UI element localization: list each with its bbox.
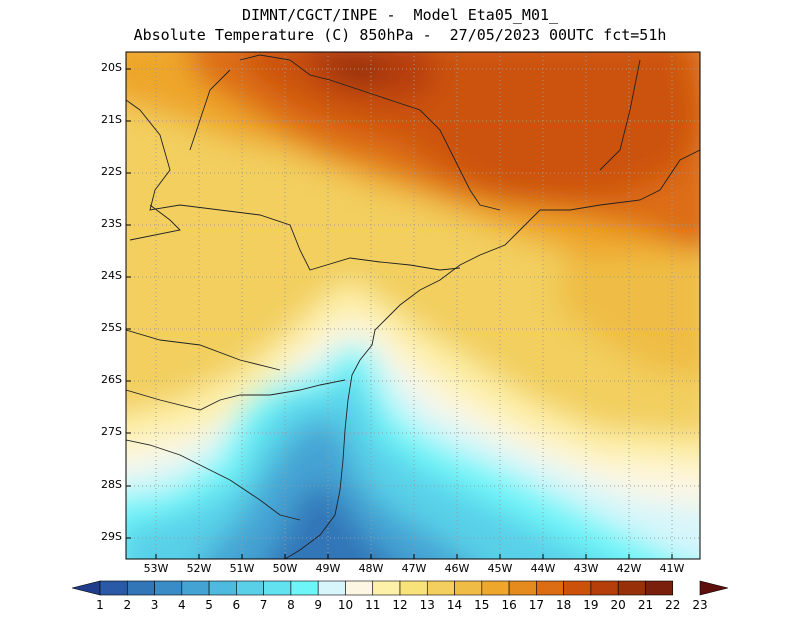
- colorbar-label: 15: [474, 598, 490, 612]
- state-border-rs: [126, 439, 301, 521]
- colorbar-swatch: [699, 580, 729, 596]
- lat-label: 20S: [101, 61, 122, 74]
- lat-label: 21S: [101, 113, 122, 126]
- chart-title-line-1: DIMNT/CGCT/INPE - Model Eta05_M01_: [241, 6, 559, 24]
- colorbar-swatch: [236, 580, 264, 596]
- grid-lines: [126, 52, 700, 559]
- state-border-pr: [126, 99, 461, 271]
- lat-label: 25S: [101, 321, 122, 334]
- lon-label: 42W: [616, 562, 642, 575]
- colorbar-swatch: [154, 580, 183, 596]
- border-ms-sp: [189, 69, 231, 151]
- colorbar-swatch: [317, 580, 346, 596]
- colorbar-label: 18: [555, 598, 572, 612]
- colorbar-label: 9: [314, 598, 322, 612]
- colorbar-label: 7: [259, 598, 268, 612]
- colorbar-label: 3: [150, 598, 159, 612]
- lat-label: 29S: [101, 530, 122, 543]
- colorbar-swatch: [290, 580, 319, 596]
- coastline: [284, 149, 700, 559]
- colorbar-label: 8: [287, 598, 295, 612]
- colorbar-label: 17: [528, 598, 544, 612]
- colorbar-swatch: [208, 580, 237, 596]
- map-frame: [125, 51, 701, 560]
- chart-title-line-2: Absolute Temperature (C) 850hPa - 27/05/…: [133, 26, 667, 44]
- colorbar-label: 23: [692, 598, 708, 612]
- colorbar-swatch: [426, 580, 455, 596]
- lon-label: 45W: [487, 562, 513, 575]
- lat-label: 27S: [101, 425, 122, 438]
- colorbar-label: 10: [337, 598, 354, 612]
- lat-label: 24S: [101, 269, 122, 282]
- colorbar-swatch: [454, 580, 483, 596]
- axis-ticks: [126, 68, 673, 559]
- colorbar-label: 19: [583, 598, 599, 612]
- colorbar-label: 4: [177, 598, 186, 612]
- lon-label: 46W: [444, 562, 470, 575]
- colorbar-swatch: [481, 580, 510, 596]
- lon-label: 50W: [272, 562, 298, 575]
- colorbar-label: 6: [232, 598, 241, 612]
- lat-label: 28S: [101, 478, 122, 491]
- colorbar-swatch: [263, 580, 292, 596]
- colorbar-label: 16: [501, 598, 517, 612]
- state-border-es: [599, 59, 641, 171]
- colorbar-label: 11: [365, 598, 381, 612]
- field-21: [320, 55, 385, 90]
- lon-label: 52W: [186, 562, 212, 575]
- colorbar-swatch: [372, 580, 401, 596]
- lon-label: 47W: [401, 562, 427, 575]
- lon-label: 53W: [143, 562, 169, 575]
- colorbar-label: 13: [419, 598, 435, 612]
- field-5: [201, 420, 466, 559]
- border-ms: [129, 204, 181, 241]
- lon-label: 41W: [659, 562, 685, 575]
- colorbar-label: 21: [637, 598, 654, 612]
- lon-label: 49W: [315, 562, 341, 575]
- colorbar-label: 5: [205, 598, 213, 612]
- colorbar-swatch: [645, 580, 674, 596]
- colorbar-swatch: [536, 580, 564, 596]
- lon-label: 51W: [229, 562, 255, 575]
- colorbar-swatch: [563, 580, 592, 596]
- field-east: [560, 251, 700, 378]
- lat-label: 23S: [101, 217, 122, 230]
- lat-label: 26S: [101, 373, 122, 386]
- lon-label: 44W: [530, 562, 556, 575]
- colorbar-swatch: [399, 580, 428, 596]
- colorbar-swatch: [617, 580, 646, 596]
- colorbar: [71, 580, 729, 596]
- colorbar-label: 20: [610, 598, 626, 612]
- state-border-sp-mg: [239, 54, 501, 211]
- field-7: [126, 370, 598, 559]
- colorbar-label: 2: [123, 598, 132, 612]
- colorbar-swatch: [126, 580, 155, 596]
- colorbar-label: 12: [392, 598, 408, 612]
- border-pr-sc: [126, 329, 281, 371]
- lon-label: 48W: [358, 562, 384, 575]
- colorbar-swatch: [590, 580, 619, 596]
- colorbar-label: 22: [665, 598, 681, 612]
- colorbar-swatch: [508, 580, 537, 596]
- colorbar-label: 1: [96, 598, 104, 612]
- field-3: [268, 480, 389, 559]
- colorbar-swatch: [345, 580, 374, 596]
- colorbar-label: 14: [446, 598, 463, 612]
- lon-label: 43W: [573, 562, 599, 575]
- colorbar-swatch: [99, 580, 128, 596]
- colorbar-swatch: [71, 580, 101, 596]
- colorbar-swatch: [181, 580, 210, 596]
- state-border-sc: [126, 379, 346, 411]
- coastline-and-borders: [126, 54, 700, 559]
- lat-label: 22S: [101, 165, 122, 178]
